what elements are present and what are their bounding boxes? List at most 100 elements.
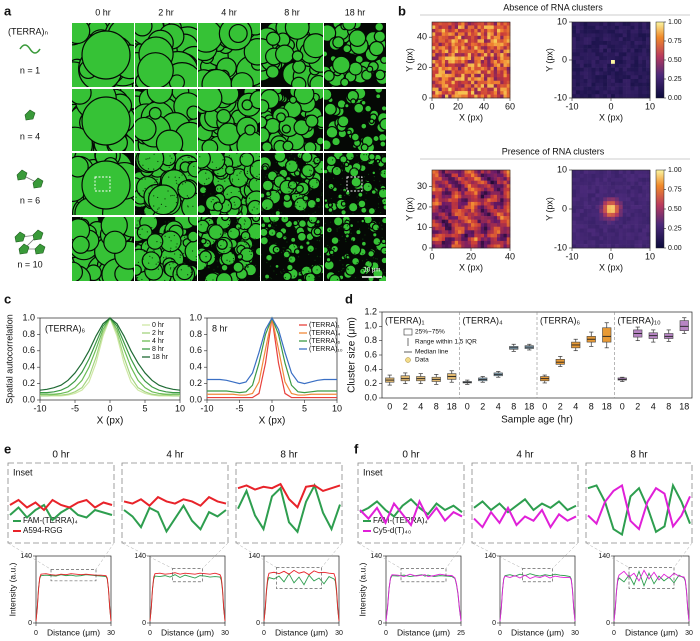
speckle: [337, 196, 339, 199]
y-tick-label: 0: [422, 242, 427, 252]
heatmap-cell: [634, 41, 639, 46]
heatmap-cell: [497, 205, 501, 210]
speckle: [202, 185, 204, 187]
heatmap-cell: [503, 184, 508, 189]
heatmap-cell: [451, 63, 456, 68]
heatmap-cell: [438, 28, 443, 33]
heatmap-cell: [487, 173, 491, 178]
heatmap-cell: [607, 90, 612, 95]
heatmap-cell: [622, 185, 627, 190]
heatmap-cell: [618, 220, 623, 225]
heatmap-cell: [599, 228, 604, 233]
heatmap-cell: [500, 25, 504, 30]
heatmap-cell: [503, 60, 508, 64]
heatmap-cell: [454, 244, 459, 249]
heatmap-cell: [432, 212, 436, 217]
heatmap-cell: [583, 181, 588, 186]
inset-line: [473, 497, 577, 514]
heatmap-cell: [618, 82, 623, 87]
heatmap-cell: [591, 244, 596, 249]
heatmap-cell: [480, 191, 485, 196]
heatmap-cell: [477, 194, 482, 199]
heatmap-cell: [467, 70, 472, 75]
heatmap-cell: [583, 79, 588, 84]
y-tick-label: 0: [562, 203, 567, 213]
g4-icon: [14, 231, 26, 243]
speckle: [251, 224, 253, 227]
heatmap-cell: [500, 80, 504, 85]
speckle: [320, 236, 323, 238]
speckle: [332, 254, 334, 256]
speckle: [312, 153, 314, 155]
heatmap-cell: [441, 53, 446, 57]
heatmap-cell: [487, 184, 491, 189]
x-tick-label: 10: [332, 403, 342, 413]
heatmap-cell: [451, 73, 456, 78]
heatmap-cell: [464, 91, 469, 95]
droplet: [325, 155, 337, 167]
y-axis-label: Y (px): [544, 48, 554, 72]
droplet: [136, 224, 153, 241]
speckle: [230, 230, 232, 232]
heatmap-cell: [435, 53, 439, 57]
legend-label: 4 hr: [152, 338, 165, 345]
heatmap-cell: [432, 66, 436, 71]
heatmap-cell: [497, 187, 501, 192]
row-label: n = 6: [20, 195, 40, 205]
heatmap-cell: [587, 197, 592, 202]
heatmap-cell: [487, 180, 491, 185]
heatmap-cell: [454, 219, 459, 224]
heatmap-cell: [579, 41, 584, 46]
heatmap-cell: [484, 209, 488, 213]
heatmap-cell: [445, 194, 449, 199]
speckle: [170, 195, 172, 197]
droplet: [266, 31, 281, 46]
heatmap-cell: [487, 205, 491, 210]
heatmap-cell: [575, 212, 581, 218]
heatmap-cell: [464, 60, 469, 64]
heatmap-cell: [646, 79, 651, 84]
heatmap-cell: [477, 56, 482, 61]
speckle: [144, 187, 146, 190]
heatmap-cell: [493, 46, 498, 50]
heatmap-cell: [500, 49, 504, 54]
heatmap-cell: [506, 184, 511, 189]
heatmap-cell: [454, 223, 459, 228]
speckle: [194, 194, 196, 196]
heatmap-cell: [575, 41, 581, 46]
heatmap-cell: [477, 63, 482, 68]
heatmap-cell: [487, 240, 491, 245]
heatmap-cell: [487, 94, 491, 99]
heatmap-cell: [458, 216, 462, 220]
droplet: [308, 217, 318, 224]
heatmap-cell: [506, 240, 511, 245]
heatmap-cell: [503, 216, 508, 220]
heatmap-cell: [587, 193, 592, 198]
speckle: [207, 266, 209, 269]
speckle: [336, 230, 338, 232]
speckle: [308, 240, 310, 242]
droplet: [198, 89, 223, 113]
speckle: [186, 235, 188, 237]
heatmap-cell: [477, 77, 482, 82]
heatmap-cell: [630, 60, 635, 65]
droplet: [293, 248, 301, 255]
speckle: [308, 213, 310, 215]
speckle: [362, 181, 364, 184]
heatmap-cell: [493, 73, 498, 78]
speckle: [349, 218, 351, 221]
heatmap-cell: [471, 80, 475, 85]
heatmap-cell: [474, 63, 478, 68]
g4-icon: [24, 109, 36, 121]
heatmap-cell: [451, 226, 456, 231]
heatmap-cell: [480, 173, 485, 178]
heatmap-cell: [484, 223, 488, 228]
heatmap-cell: [638, 52, 643, 57]
heatmap-cell: [480, 94, 485, 99]
heatmap-cell: [587, 177, 592, 182]
heatmap-cell: [618, 244, 623, 249]
heatmap-cell: [611, 44, 616, 49]
speckle: [168, 213, 170, 215]
heatmap-cell: [622, 56, 627, 61]
heatmap-cell: [474, 187, 478, 192]
